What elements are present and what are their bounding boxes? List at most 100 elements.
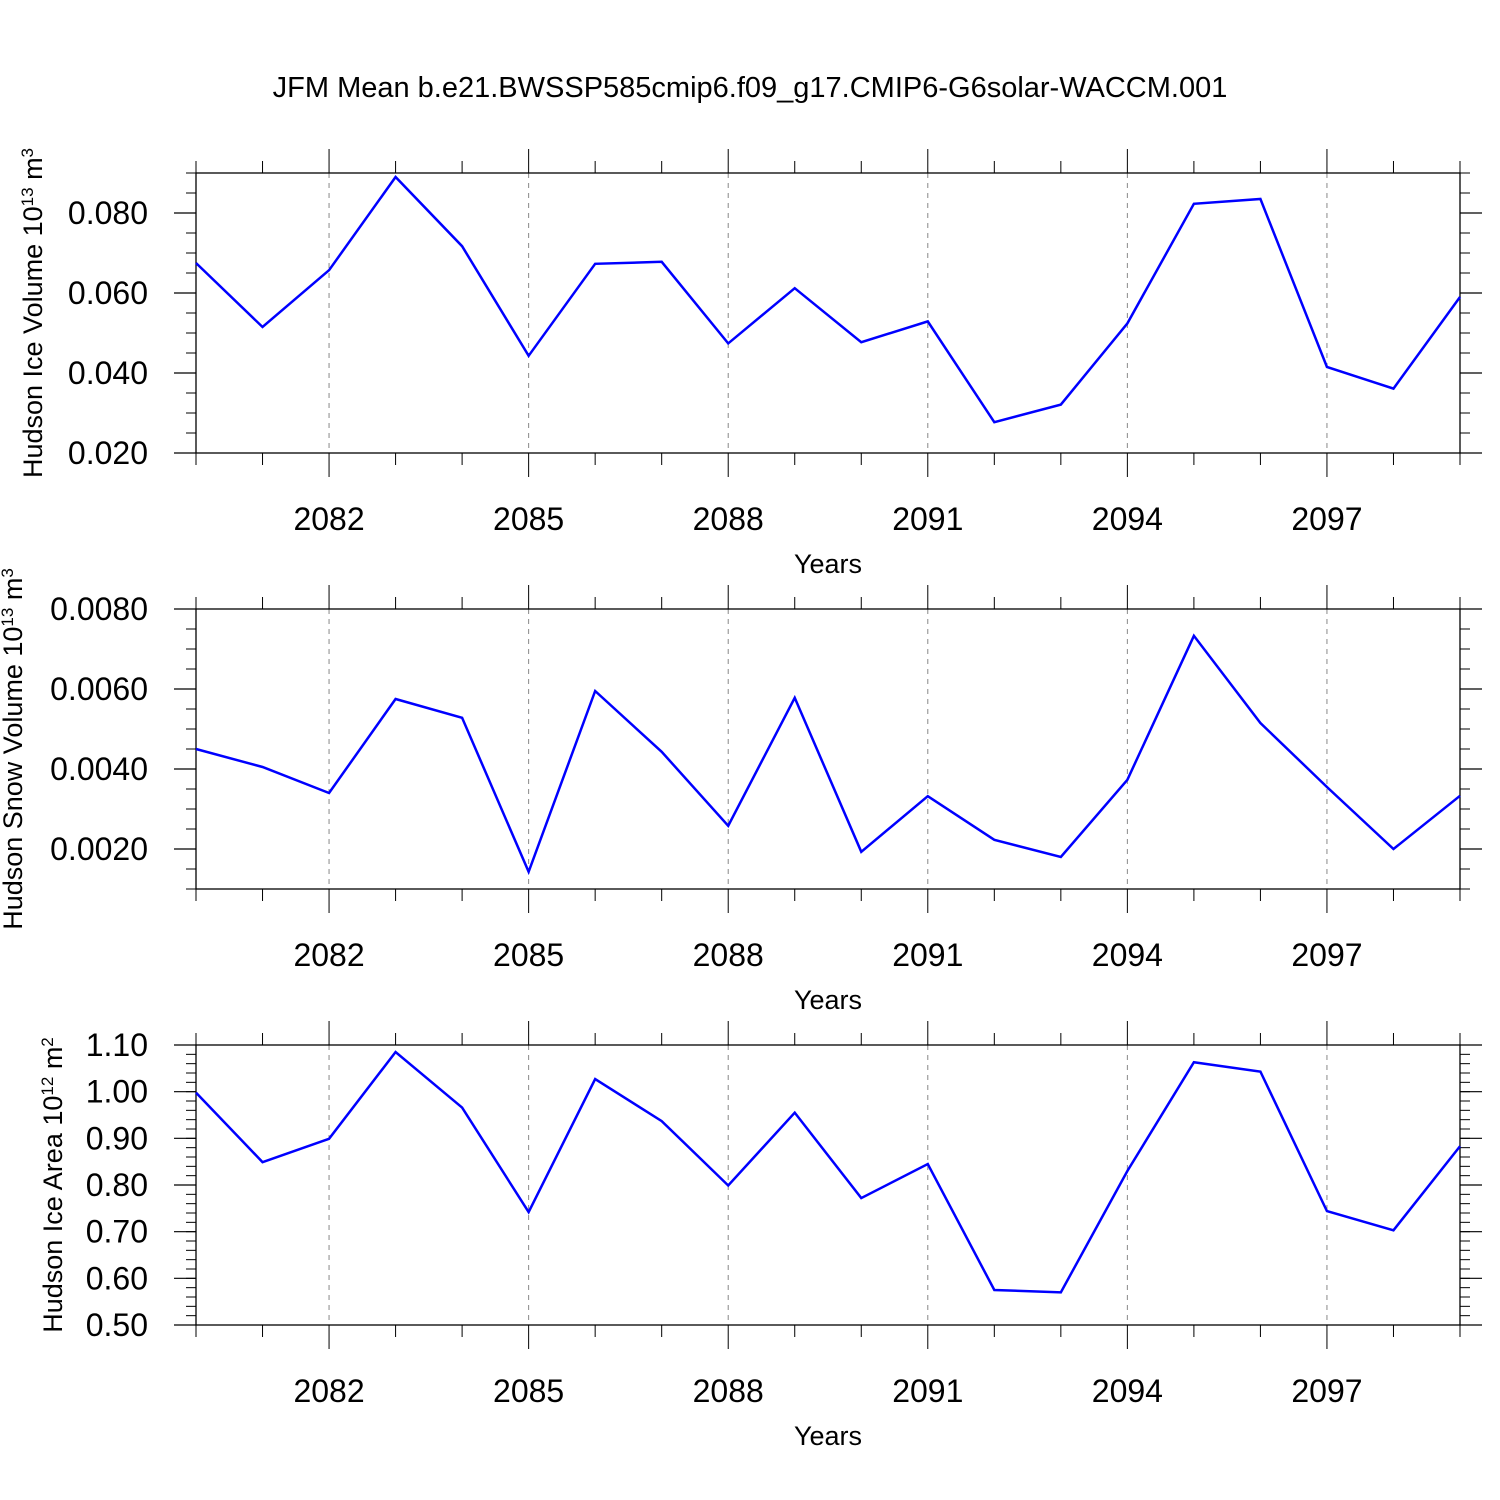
panel-3-y-tick-label: 0.60	[86, 1260, 148, 1296]
panel-3-y-axis-title: Hudson Ice Area 1012 m2	[38, 1037, 69, 1333]
panel-3-x-tick-label: 2094	[1092, 1373, 1163, 1409]
panel-2-y-tick-label: 0.0040	[50, 751, 148, 787]
panel-2-x-tick-label: 2082	[293, 937, 364, 973]
panel-2-data-point-2082	[327, 791, 331, 795]
panel-1-data-point-2097	[1325, 365, 1329, 369]
panel-2-data-point-2099	[1458, 794, 1462, 798]
panel-1-data-point-2090	[859, 340, 863, 344]
panel-1-x-tick-label: 2082	[293, 501, 364, 537]
panel-1-data-point-2084	[460, 244, 464, 248]
panel-2-series-line	[195, 633, 1461, 876]
panel-1-data-point-2087	[660, 260, 664, 264]
panel-1-data-point-2095	[1192, 202, 1196, 206]
panel-3-y-tick-label: 0.70	[86, 1214, 148, 1250]
panel-1-y-tick-label: 0.020	[68, 435, 148, 471]
panel-2-data-point-2092	[992, 838, 996, 842]
panel-3-plot-frame	[195, 1044, 1461, 1326]
panel-2-y-axis-title: Hudson Snow Volume 1013 m3	[0, 568, 28, 930]
panel-3-y-tick-label: 1.10	[86, 1027, 148, 1063]
panel-3-data-point-2082	[327, 1137, 331, 1141]
panel-2-data-point-2098	[1391, 847, 1395, 851]
panel-3-data-point-2088	[726, 1183, 730, 1187]
panel-2-x-axis-title: Years	[794, 985, 862, 1015]
panel-1-data-point-2085	[527, 354, 531, 358]
panel-3-data-point-2099	[1458, 1144, 1462, 1148]
panel-1-data-point-2094	[1125, 321, 1129, 325]
panel-3-data-point-2084	[460, 1106, 464, 1110]
panel-3-data-point-2089	[793, 1111, 797, 1115]
panel-2-data-point-2085	[527, 870, 531, 874]
panel-2-data-point-2094	[1125, 778, 1129, 782]
panel-2-x-tick-label: 2097	[1291, 937, 1362, 973]
panel-3-y-tick-label: 0.50	[86, 1307, 148, 1343]
panel-3-y-tick-label: 0.80	[86, 1167, 148, 1203]
panel-1-data-point-2093	[1059, 403, 1063, 407]
panel-2-x-tick-label: 2085	[493, 937, 564, 973]
panel-3-data-point-2081	[261, 1160, 265, 1164]
panel-2-data-point-2089	[793, 696, 797, 700]
panel-2-data-point-2091	[926, 794, 930, 798]
panel-3-data-point-2095	[1192, 1060, 1196, 1064]
panel-1-data-point-2099	[1458, 295, 1462, 299]
panel-3-data-point-2087	[660, 1119, 664, 1123]
panel-3-data-point-2092	[992, 1288, 996, 1292]
panel-1-series-line	[195, 175, 1462, 424]
panel-3-x-tick-label: 2088	[693, 1373, 764, 1409]
panel-1-y-tick-label: 0.060	[68, 275, 148, 311]
panel-3-y-tick-label: 0.90	[86, 1120, 148, 1156]
panel-1-data-point-2088	[726, 341, 730, 345]
panel-1-data-point-2082	[327, 268, 331, 272]
figure-title: JFM Mean b.e21.BWSSP585cmip6.f09_g17.CMI…	[272, 72, 1228, 104]
panel-1-data-point-2086	[593, 262, 597, 266]
panel-2-y-tick-label: 0.0020	[50, 831, 148, 867]
panel-3-data-point-2090	[859, 1196, 863, 1200]
panel-2-x-tick-label: 2094	[1092, 937, 1163, 973]
panel-3-x-tick-label: 2085	[493, 1373, 564, 1409]
panel-1-x-tick-label: 2097	[1291, 501, 1362, 537]
panel-1-x-tick-label: 2085	[493, 501, 564, 537]
panel-1-data-point-2081	[261, 325, 265, 329]
panel-1-x-tick-label: 2094	[1092, 501, 1163, 537]
panel-2-data-point-2097	[1325, 785, 1329, 789]
panel-3-x-tick-label: 2097	[1291, 1373, 1362, 1409]
panel-2-y-tick-label: 0.0060	[50, 671, 148, 707]
panel-2-data-point-2088	[726, 824, 730, 828]
panel-2-data-point-2090	[859, 850, 863, 854]
panel-2-data-point-2096	[1258, 721, 1262, 725]
panel-1-y-tick-label: 0.040	[68, 355, 148, 391]
panel-1-data-point-2091	[926, 319, 930, 323]
panel-1-x-axis-title: Years	[794, 549, 862, 579]
panel-2-x-tick-label: 2088	[693, 937, 764, 973]
panel-3-data-point-2086	[593, 1077, 597, 1081]
panel-1-y-tick-label: 0.080	[68, 195, 148, 231]
panel-2-data-point-2087	[660, 750, 664, 754]
panel-1-data-point-2089	[793, 286, 797, 290]
panel-3-data-point-2098	[1391, 1228, 1395, 1232]
panel-1-x-tick-label: 2088	[693, 501, 764, 537]
panel-3-data-point-2094	[1125, 1169, 1129, 1173]
panel-3-data-point-2091	[926, 1162, 930, 1166]
panel-2-data-point-2095	[1192, 634, 1196, 638]
panel-3-data-point-2083	[394, 1050, 398, 1054]
panel-3-series-line	[195, 1050, 1461, 1294]
panel-3-data-point-2097	[1325, 1209, 1329, 1213]
panel-1-data-point-2083	[394, 175, 398, 179]
panel-1-data-point-2092	[992, 420, 996, 424]
panel-2-data-point-2086	[593, 689, 597, 693]
panel-2-data-point-2083	[394, 697, 398, 701]
panel-1-x-tick-label: 2091	[892, 501, 963, 537]
panel-2-y-tick-label: 0.0080	[50, 591, 148, 627]
panel-2-data-point-2084	[460, 716, 464, 720]
panel-3-x-tick-label: 2082	[293, 1373, 364, 1409]
panel-2-data-point-2080	[194, 747, 198, 751]
panel-1-data-point-2096	[1258, 197, 1262, 201]
panel-1-plot-frame	[195, 172, 1461, 454]
panel-2-plot-frame	[195, 608, 1461, 890]
panel-3-data-point-2085	[527, 1210, 531, 1214]
panel-3-data-point-2093	[1059, 1290, 1063, 1294]
panel-2-data-point-2081	[261, 765, 265, 769]
panel-3-x-tick-label: 2091	[892, 1373, 963, 1409]
panel-3-y-tick-label: 1.00	[86, 1074, 148, 1110]
panel-3-x-axis-title: Years	[794, 1421, 862, 1451]
